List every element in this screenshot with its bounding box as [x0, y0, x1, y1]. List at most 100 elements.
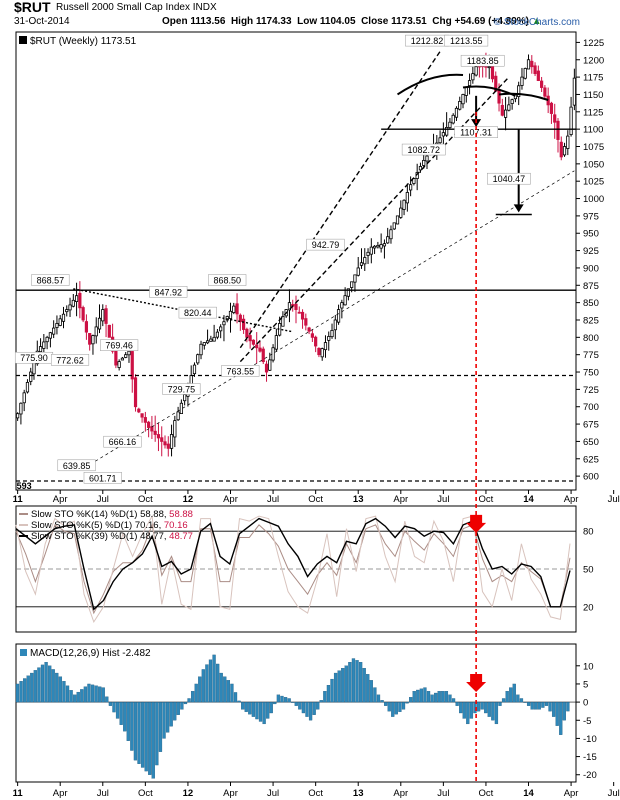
- copyright: © StockCharts.com: [493, 17, 580, 28]
- close-label: Close: [361, 16, 389, 27]
- price-label: 868.50: [213, 276, 241, 286]
- candle-body: [425, 155, 429, 162]
- candle-body: [147, 421, 151, 428]
- candle-body: [71, 299, 75, 307]
- candle-body: [65, 309, 69, 313]
- macd-bar: [98, 686, 102, 703]
- macd-bar: [491, 701, 495, 721]
- stochastic-y-tick-label: 50: [583, 565, 594, 576]
- price-y-tick-label: 1050: [583, 159, 604, 170]
- macd-bar: [459, 701, 463, 714]
- macd-bar: [358, 662, 363, 703]
- ohlc-readout: Open 1113.56 High 1174.33 Low 1104.05 Cl…: [162, 16, 542, 27]
- macd-bar: [183, 701, 188, 705]
- macd-bar: [126, 701, 130, 741]
- macd-bar: [323, 691, 327, 703]
- macd-bar: [40, 664, 45, 703]
- trend-line: [79, 170, 575, 471]
- macd-bar: [133, 701, 138, 761]
- candle-body: [418, 166, 423, 171]
- candle-body: [205, 340, 210, 344]
- macd-bar: [562, 701, 566, 721]
- candle-body: [74, 295, 79, 302]
- candle-body: [176, 411, 180, 421]
- price-label: 729.75: [168, 384, 196, 394]
- candle-body: [19, 402, 23, 415]
- macd-bar: [269, 701, 273, 714]
- candle-body: [238, 314, 242, 323]
- macd-bar: [383, 701, 388, 706]
- macd-bar: [194, 683, 198, 703]
- price-label: 763.55: [227, 366, 255, 376]
- macd-bar: [26, 675, 30, 703]
- price-label: 942.79: [312, 240, 340, 250]
- candle-body: [464, 87, 468, 96]
- candle-body: [392, 222, 396, 230]
- macd-histogram: [15, 654, 570, 779]
- macd-bar: [419, 688, 424, 703]
- macd-bar: [348, 662, 352, 703]
- macd-bar: [158, 701, 163, 752]
- candle-body: [458, 100, 462, 110]
- stochastic-legend-value: 48.77: [169, 531, 193, 542]
- candle-body: [451, 114, 455, 124]
- macd-x-tick-label: 12: [183, 788, 194, 799]
- macd-x-tick-label: Apr: [53, 788, 68, 799]
- macd-bar: [551, 701, 556, 717]
- candlestick-series: [16, 52, 576, 457]
- candle-body: [88, 333, 92, 345]
- stochastic-legend: Slow STO %K(39) %D(1) 48.77, 48.77: [31, 531, 193, 542]
- macd-y-tick-label: 10: [583, 661, 594, 672]
- price-label-box: [162, 383, 201, 395]
- candle-body: [258, 347, 262, 352]
- candle-body: [366, 251, 370, 256]
- macd-bar: [448, 694, 452, 703]
- candle-body: [222, 321, 226, 326]
- candle-body: [317, 347, 321, 356]
- candle-body: [500, 104, 504, 116]
- macd-bar: [405, 701, 409, 704]
- candle-body: [251, 339, 256, 345]
- macd-bar: [537, 701, 541, 710]
- macd-bar: [369, 680, 373, 703]
- price-label: 775.90: [20, 353, 48, 363]
- macd-bar: [326, 685, 331, 703]
- candle-body: [153, 430, 157, 435]
- stochastic-legend: Slow STO %K(14) %D(1) 58.88, 58.88: [31, 509, 193, 520]
- pattern-arc: [498, 92, 549, 101]
- price-label: 601.71: [89, 473, 117, 483]
- candle-body: [183, 394, 187, 402]
- macd-x-tick-label: 14: [523, 788, 534, 799]
- macd-bar: [165, 701, 170, 733]
- macd-bar: [294, 701, 298, 706]
- macd-bar: [416, 689, 420, 703]
- price-y-tick-label: 1100: [583, 125, 603, 136]
- price-y-tick-label: 750: [583, 368, 599, 379]
- macd-bar: [469, 701, 474, 719]
- candle-body: [327, 336, 331, 341]
- price-y-tick-label: 1200: [583, 55, 604, 66]
- macd-bar: [337, 670, 341, 703]
- macd-bar: [262, 701, 266, 725]
- candle-body: [445, 127, 449, 136]
- price-label-box: [57, 459, 96, 472]
- candle-body: [379, 244, 383, 249]
- macd-y-tick-label: -15: [583, 752, 597, 763]
- macd-bar: [55, 672, 59, 703]
- candle-body: [130, 351, 134, 380]
- price-x-tick-label: 12: [183, 494, 194, 505]
- macd-bar: [498, 701, 502, 706]
- macd-bar: [19, 681, 23, 703]
- candle-body: [487, 66, 491, 69]
- macd-bar: [455, 701, 459, 706]
- candle-body: [196, 354, 200, 364]
- change-label: Chg: [432, 16, 452, 27]
- candle-body: [137, 408, 141, 413]
- macd-bar: [451, 698, 456, 703]
- price-label-box: [103, 435, 142, 448]
- candle-body: [336, 309, 341, 323]
- trend-line: [73, 288, 293, 333]
- macd-x-tick-label: Jul: [97, 788, 109, 799]
- macd-bar: [480, 701, 484, 710]
